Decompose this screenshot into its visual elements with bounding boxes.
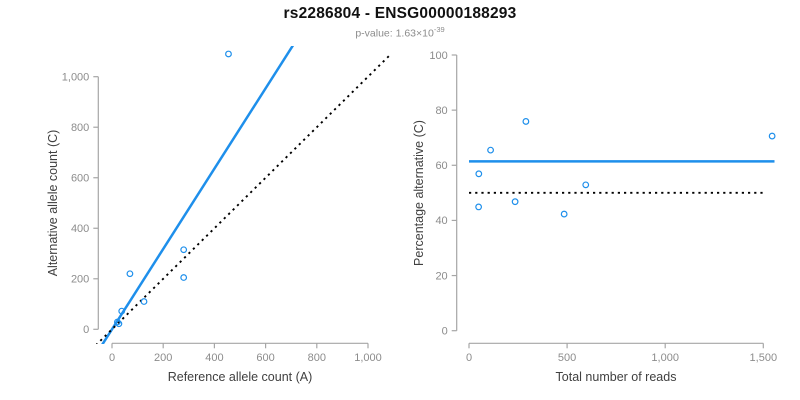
- y-tick-label: 0: [442, 326, 448, 338]
- data-point: [560, 210, 568, 218]
- x-tick-label: 200: [154, 352, 172, 364]
- y-tick-label: 60: [435, 160, 447, 172]
- data-point: [475, 170, 483, 178]
- y-tick-label: 20: [435, 270, 447, 282]
- data-point: [768, 132, 776, 140]
- data-point: [118, 307, 126, 315]
- y-axis-title: Percentage alternative (C): [412, 120, 426, 266]
- x-axis-title: Reference allele count (A): [168, 370, 313, 384]
- x-tick-label: 0: [109, 352, 115, 364]
- y-axis-title: Alternative allele count (C): [46, 130, 60, 277]
- left-panel: 0 200 400 600 800 1,000 0 200 400 600 800 1,000 Refe…: [46, 46, 390, 384]
- pvalue-exponent: -39: [433, 25, 445, 34]
- y-tick-label: 800: [71, 122, 89, 134]
- x-tick-label: 600: [256, 352, 274, 364]
- data-point: [180, 246, 188, 254]
- figure-title: rs2286804 - ENSG00000188293: [283, 5, 517, 22]
- y-tick-label: 0: [83, 324, 89, 336]
- data-point: [140, 298, 148, 305]
- data-point: [115, 320, 123, 328]
- right-panel: 0 20 40 60 80 100 0 500 1,000 1,500 Total number o…: [412, 50, 777, 384]
- data-point: [582, 181, 590, 189]
- y-tick-label: 1,000: [62, 72, 90, 84]
- x-tick-label: 1,000: [354, 352, 382, 364]
- x-axis-title: Total number of reads: [556, 370, 677, 384]
- x-tick-label: 1,000: [651, 352, 679, 364]
- data-point: [522, 118, 530, 125]
- y-tick-label: 600: [71, 173, 89, 185]
- data-point: [225, 50, 232, 58]
- identity-line: [96, 53, 390, 344]
- x-tick-label: 0: [466, 352, 472, 364]
- y-tick-label: 400: [71, 223, 89, 235]
- data-point: [511, 198, 519, 206]
- x-tick-label: 500: [558, 352, 576, 364]
- y-tick-label: 80: [435, 105, 447, 117]
- data-point: [180, 274, 188, 281]
- data-point: [475, 203, 483, 211]
- x-tick-label: 1,500: [750, 352, 778, 364]
- data-point: [126, 270, 134, 278]
- y-tick-label: 200: [71, 274, 89, 286]
- figure-subtitle: p-value: 1.63×10-39: [0, 25, 800, 40]
- data-point: [113, 318, 121, 326]
- y-tick-label: 40: [435, 215, 447, 227]
- pvalue-text: p-value: 1.63×10: [355, 27, 434, 40]
- y-tick-label: 100: [429, 50, 447, 62]
- fitted-ratio-line: [101, 46, 295, 344]
- x-tick-label: 800: [308, 352, 326, 364]
- x-tick-label: 400: [205, 352, 223, 364]
- data-point: [487, 146, 494, 154]
